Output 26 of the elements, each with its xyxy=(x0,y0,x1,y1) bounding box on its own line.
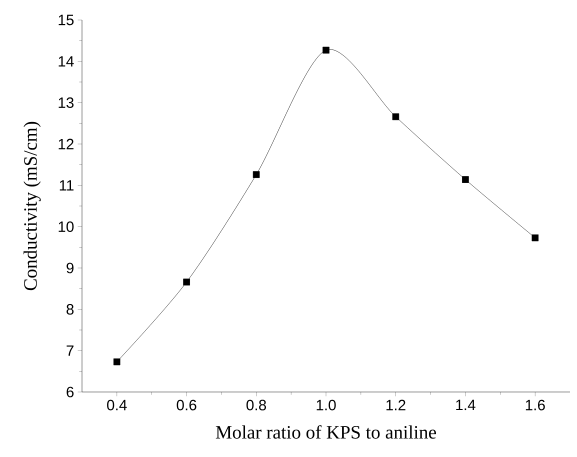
y-tick-label: 14 xyxy=(58,56,74,66)
x-tick-label: 1.2 xyxy=(386,400,406,410)
x-tick-label: 1.4 xyxy=(456,400,476,410)
point xyxy=(532,234,539,242)
point xyxy=(462,176,469,183)
y-tick-label: 15 xyxy=(58,14,74,26)
x-tick-label: 1.6 xyxy=(526,400,545,410)
y-tick-label: 12 xyxy=(58,138,74,150)
x-tick-label: 1.0 xyxy=(316,400,336,410)
y-tick-label: 11 xyxy=(60,180,74,190)
x-tick-label: 0.6 xyxy=(176,400,196,410)
point xyxy=(252,171,260,178)
y-tick-label: 6 xyxy=(66,386,74,398)
y-axis-title: Conductivity (mS/cm) xyxy=(24,122,41,290)
y-tick-label: 7 xyxy=(66,346,74,356)
point xyxy=(322,46,330,54)
x-axis-title: Molar ratio of KPS to aniline xyxy=(216,425,436,439)
y-tick-label: 8 xyxy=(66,304,74,315)
y-tick-label: 10 xyxy=(58,221,74,232)
x-tick-label: 0.8 xyxy=(246,400,266,410)
point xyxy=(392,113,400,120)
y-tick-label: 9 xyxy=(66,262,74,274)
x-tick-label: 0.4 xyxy=(107,400,127,410)
point xyxy=(113,358,120,366)
point xyxy=(183,278,190,286)
y-tick-label: 13 xyxy=(58,97,74,108)
